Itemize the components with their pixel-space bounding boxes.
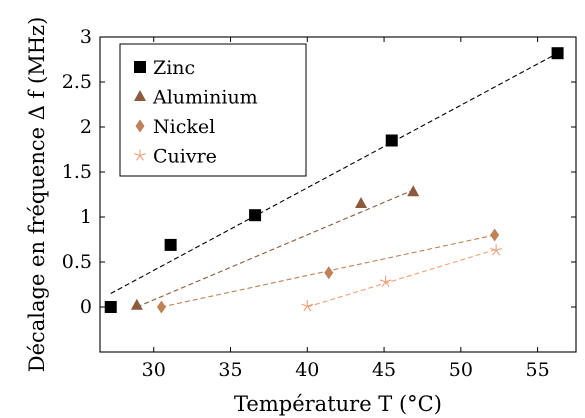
y-tick-label: 0: [80, 296, 92, 318]
y-tick-label: 1.5: [62, 161, 92, 183]
plot-frame: [99, 36, 577, 353]
y-tick-label: 2.5: [62, 71, 92, 93]
x-tick-label: 50: [449, 359, 473, 381]
y-tick-label: 2: [80, 116, 92, 138]
point-cuivre: [379, 275, 392, 287]
x-tick-label: 45: [372, 359, 396, 381]
fit-line-cuivre: [307, 248, 497, 308]
axes: [99, 36, 577, 353]
point-zinc: [551, 47, 564, 60]
point-aluminium: [407, 185, 420, 197]
point-zinc: [164, 238, 177, 251]
point-nickel: [324, 266, 334, 280]
legend-marker-zinc: [134, 61, 146, 73]
legend-label-nickel: Nickel: [153, 116, 215, 138]
legend-marker-nickel: [135, 119, 145, 133]
legend-box: [119, 43, 307, 177]
x-tick-label: 35: [218, 359, 242, 381]
legend-label-cuivre: Cuivre: [153, 146, 217, 168]
y-tick-label: 0.5: [62, 251, 92, 273]
tick-labels: 30 35 40 45 50 55 0 0.5 1 1.5 2 2.5 3: [62, 26, 550, 381]
x-tick-label: 55: [526, 359, 550, 381]
y-tick-label: 1: [80, 206, 92, 228]
x-axis-label: Température T (°C): [234, 392, 442, 416]
point-aluminium: [130, 298, 143, 310]
point-nickel: [156, 300, 166, 314]
legend-label-aluminium: Aluminium: [152, 87, 258, 109]
point-zinc: [249, 209, 262, 222]
fit-line-zinc: [110, 52, 558, 294]
point-cuivre: [490, 244, 503, 256]
fit-line-aluminium: [136, 189, 414, 308]
legend-marker-cuivre: [134, 149, 146, 161]
point-nickel: [490, 228, 500, 242]
x-tick-label: 40: [295, 359, 319, 381]
y-tick-label: 3: [80, 26, 92, 48]
point-zinc: [104, 301, 117, 313]
data-points: [104, 47, 564, 314]
legend-marker-aluminium: [134, 90, 146, 101]
y-axis-label: Décalage en fréquence Δ f (MHz): [25, 17, 49, 373]
x-tick-label: 30: [142, 359, 166, 381]
legend-label-zinc: Zinc: [153, 57, 195, 79]
point-cuivre: [301, 300, 314, 312]
legend: Zinc Aluminium Nickel Cuivre: [119, 43, 307, 177]
point-aluminium: [355, 197, 368, 208]
point-zinc: [385, 134, 398, 147]
